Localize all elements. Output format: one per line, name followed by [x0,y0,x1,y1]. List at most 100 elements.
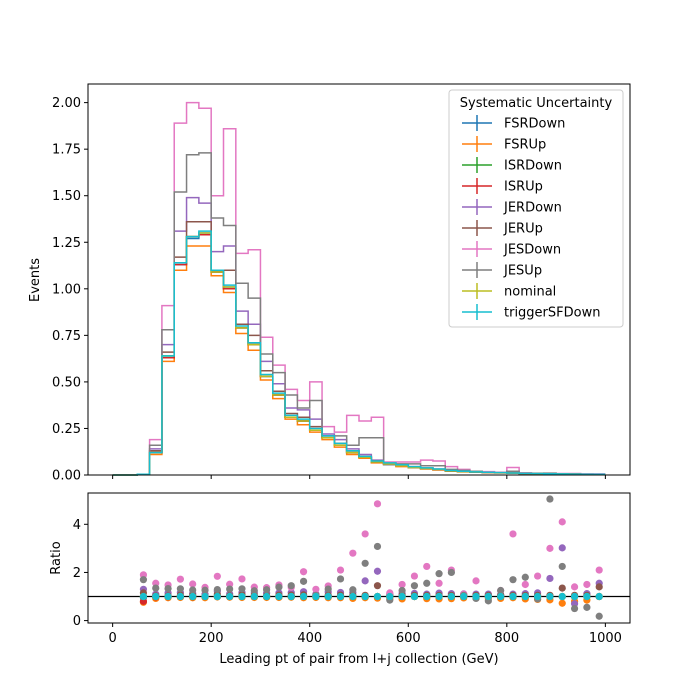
x-tick-label: 400 [297,631,322,646]
ratio-x-ticks: 0 200 400 600 800 1000 [108,623,622,646]
ratio-point [570,592,579,601]
ratio-point [423,562,431,571]
ratio-point [423,579,431,587]
ratio-point [349,592,357,601]
ratio-point [152,592,160,601]
ratio-point [164,592,172,601]
x-axis-label: Leading pt of pair from l+j collection (… [219,652,498,667]
x-tick-label: 0 [108,631,116,646]
ratio-point [361,577,369,585]
ratio-point [410,582,419,590]
legend-label: triggerSFDown [504,306,600,321]
ratio-point [386,592,394,601]
ratio-point [275,583,283,591]
legend-entry-jerdown: JERDown [462,199,562,216]
ratio-point [189,580,197,588]
histogram-y-tick-label: 2.00 [52,96,81,111]
ratio-point [509,530,517,538]
legend-label: JESDown [503,243,561,258]
histogram-y-tick-label: 0.00 [52,469,81,484]
ratio-y-tick-label: 0 [73,614,81,629]
ratio-point [299,568,308,576]
ratio-point [558,592,566,601]
histogram-y-tick-label: 1.50 [52,189,81,204]
ratio-point [373,582,382,590]
histogram-y-tick-label: 0.25 [52,422,81,437]
ratio-point [349,586,357,594]
ratio-point [275,592,283,601]
ratio-point [213,572,221,580]
legend: Systematic Uncertainty FSRDown FSRUp ISRDo… [448,89,624,328]
x-tick-label: 200 [199,631,224,646]
legend-label: JERDown [503,201,562,216]
ratio-point [558,518,566,526]
legend-entry-triggersfdown: triggerSFDown [462,304,600,321]
ratio-point [570,583,579,591]
ratio-point [583,603,591,611]
ratio-point [361,530,369,538]
ratio-point [497,586,505,595]
legend-items: FSRDown FSRUp ISRDown ISRUp JERDown JERUp JESD… [462,115,600,321]
ratio-point [312,592,320,601]
ratio-point [373,592,382,601]
ratio-point [324,585,332,593]
histogram-panel: 0.00 0.25 0.50 0.75 1.00 1.25 1.50 1.75 2.00 Eve… [28,83,631,484]
ratio-point [373,542,382,551]
histogram-x-ticks [112,475,606,479]
ratio-point [312,585,320,593]
ratio-point [324,592,332,601]
ratio-point [447,592,455,601]
ratio-point [176,585,184,593]
ratio-point [336,566,345,574]
legend-entry-isrdown: ISRDown [462,157,562,174]
ratio-point [336,575,345,583]
ratio-point [287,592,295,601]
ratio-point [164,584,172,593]
ratio-points [139,495,603,620]
ratio-point [521,580,529,589]
legend-box [448,89,624,328]
ratio-point [583,580,591,589]
legend-label: JESUp [503,264,542,279]
ratio-point [534,572,542,580]
ratio-point [201,586,209,594]
ratio-y-ticks: 0 2 4 [73,518,88,629]
histogram-y-ticks: 0.00 0.25 0.50 0.75 1.00 1.25 1.50 1.75 2.00 [52,96,88,484]
ratio-frame [87,492,631,624]
legend-entry-fsrdown: FSRDown [462,115,565,132]
ratio-point [189,586,197,594]
ratio-point [201,592,209,601]
ratio-point [595,566,603,574]
ratio-point [299,592,308,601]
ratio-point [361,592,369,601]
ratio-point [226,585,234,593]
ratio-point [238,575,246,583]
legend-label: JERUp [503,222,543,237]
histogram-y-tick-label: 0.75 [52,329,81,344]
ratio-point [472,577,480,585]
ratio-point [435,592,443,601]
ratio-point [472,592,480,601]
histogram-y-axis-label: Events [28,258,43,302]
ratio-point [398,592,406,601]
ratio-point [435,579,443,587]
ratio-point [189,592,197,601]
ratio-point [349,549,357,557]
ratio-series-triggersfdown [139,592,603,601]
ratio-point [139,576,148,584]
ratio-point [595,583,603,591]
ratio-point [238,585,246,593]
legend-entry-nominal: nominal [462,283,556,300]
ratio-point [509,592,517,601]
ratio-point [361,559,369,567]
ratio-point [595,612,603,620]
ratio-point [176,592,184,601]
ratio-point [423,592,431,601]
ratio-point [447,568,455,577]
ratio-point [410,592,419,601]
legend-entry-jesdown: JESDown [462,241,561,258]
ratio-point [238,592,246,601]
ratio-point [299,577,308,585]
ratio-point [546,574,554,583]
